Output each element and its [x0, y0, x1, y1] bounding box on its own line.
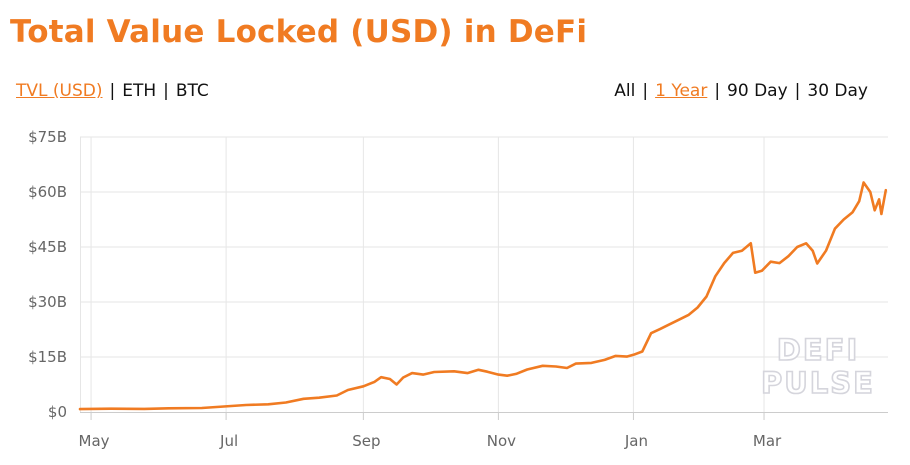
watermark-line-2: PULSE	[761, 366, 875, 400]
range-30-day-option[interactable]: 30 Day	[807, 81, 868, 101]
page-title: Total Value Locked (USD) in DeFi	[10, 14, 588, 50]
watermark-line-1: DEFI	[777, 333, 859, 367]
eth-option[interactable]: ETH	[122, 81, 157, 101]
y-axis-ticks: $0 $15B $30B $45B $60B $75B	[28, 128, 67, 421]
defi-pulse-watermark: DEFI PULSE	[760, 332, 875, 401]
y-tick-label: $60B	[28, 183, 67, 201]
y-tick-label: $15B	[28, 348, 67, 366]
x-tick-label: Sep	[352, 432, 380, 450]
range-90-day-option[interactable]: 90 Day	[727, 81, 788, 101]
x-tick-label: May	[79, 432, 110, 450]
separator: |	[714, 81, 721, 101]
separator: |	[642, 81, 649, 101]
separator: |	[163, 81, 169, 101]
tvl-usd-option[interactable]: TVL (USD)	[16, 81, 103, 101]
y-tick-label: $30B	[28, 293, 67, 311]
x-axis-ticks: May Jul Sep Nov Jan Mar	[79, 412, 782, 450]
btc-option[interactable]: BTC	[175, 81, 209, 101]
x-tick-label: Mar	[753, 432, 782, 450]
y-tick-label: $0	[48, 403, 67, 421]
separator: |	[109, 81, 116, 101]
x-tick-label: Nov	[487, 432, 516, 450]
series-layer	[78, 181, 888, 411]
series-line	[78, 181, 888, 411]
range-all-option[interactable]: All	[614, 81, 636, 101]
currency-toggle: TVL (USD) | ETH | BTC	[16, 81, 209, 101]
range-1-year-option[interactable]: 1 Year	[655, 81, 708, 101]
x-gridlines	[80, 137, 765, 412]
y-tick-label: $75B	[28, 128, 67, 146]
range-toggle: All | 1 Year | 90 Day | 30 Day	[614, 81, 868, 101]
x-tick-label: Jul	[219, 432, 238, 450]
y-gridlines	[80, 136, 888, 358]
separator: |	[794, 81, 801, 101]
x-tick-label: Jan	[624, 432, 648, 450]
y-tick-label: $45B	[28, 238, 67, 256]
